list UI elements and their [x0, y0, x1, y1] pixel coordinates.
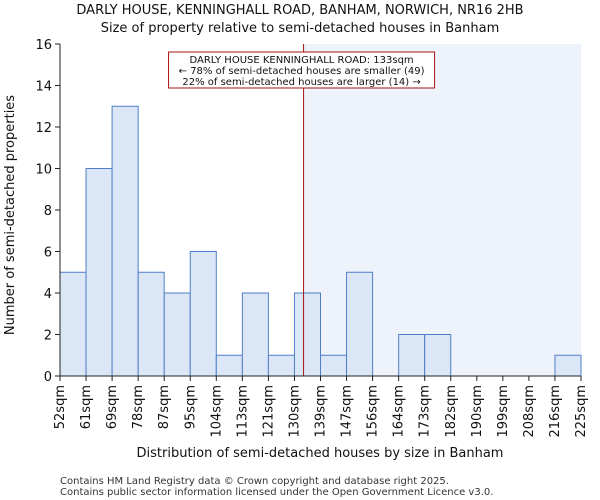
x-tick-label: 147sqm — [340, 385, 355, 438]
x-tick-label: 95sqm — [183, 385, 198, 429]
x-tick-label: 199sqm — [496, 385, 511, 438]
x-tick-label: 130sqm — [287, 385, 302, 438]
bar-69sqm — [111, 105, 139, 377]
bar-113sqm — [241, 292, 269, 377]
bar-52sqm — [59, 271, 87, 377]
x-tick-label: 182sqm — [444, 385, 459, 438]
marker-annotation: DARLY HOUSE KENNINGHALL ROAD: 133sqm ← 7… — [168, 51, 436, 89]
x-tick-label: 61sqm — [79, 385, 94, 429]
x-axis-label: Distribution of semi-detached houses by … — [137, 446, 504, 461]
annotation-box — [168, 51, 436, 89]
y-tick-label: 12 — [35, 121, 52, 136]
x-tick-label: 69sqm — [105, 385, 120, 429]
bar-173sqm — [424, 334, 452, 377]
y-tick-label: 0 — [44, 370, 52, 385]
annotation-line-3: 22% of semi-detached houses are larger (… — [182, 77, 420, 88]
bar-130sqm — [293, 292, 322, 377]
x-tick-label: 216sqm — [548, 385, 563, 438]
y-tick-label: 16 — [35, 38, 52, 53]
bar-139sqm — [320, 354, 348, 377]
x-tick-label: 208sqm — [522, 385, 537, 438]
x-tick-label: 139sqm — [314, 385, 329, 438]
chart-subtitle: Size of property relative to semi-detach… — [101, 21, 500, 36]
x-tick-label: 121sqm — [261, 385, 276, 438]
x-tick-label: 78sqm — [131, 385, 146, 429]
x-tick-label: 156sqm — [366, 385, 381, 438]
x-tick-label: 225sqm — [574, 385, 589, 438]
y-axis-label: Number of semi-detached properties — [3, 95, 18, 335]
x-tick-label: 52sqm — [53, 385, 68, 429]
x-tick-label: 87sqm — [157, 385, 172, 429]
bar-121sqm — [267, 354, 295, 377]
bar-164sqm — [398, 334, 426, 377]
bar-95sqm — [189, 251, 217, 377]
y-tick-label: 2 — [44, 329, 52, 344]
bar-104sqm — [215, 354, 243, 377]
bar-216sqm — [554, 354, 582, 377]
annotation-line-1: DARLY HOUSE KENNINGHALL ROAD: 133sqm — [189, 55, 413, 66]
bar-78sqm — [137, 271, 165, 377]
larger-houses-region — [303, 44, 581, 376]
annotation-line-2: ← 78% of semi-detached houses are smalle… — [179, 66, 425, 77]
x-tick-label: 190sqm — [470, 385, 485, 438]
x-tick-label: 113sqm — [235, 385, 250, 438]
footer-line-1: Contains HM Land Registry data © Crown c… — [60, 476, 449, 487]
y-tick-label: 4 — [44, 287, 52, 302]
footer-line-2: Contains public sector information licen… — [60, 487, 493, 498]
y-tick-label: 10 — [35, 163, 52, 178]
x-tick-label: 173sqm — [418, 385, 433, 438]
x-tick-label: 104sqm — [209, 385, 224, 438]
bar-147sqm — [346, 271, 374, 377]
bar-61sqm — [85, 168, 113, 377]
x-tick-label: 164sqm — [392, 385, 407, 438]
y-tick-label: 14 — [35, 80, 52, 95]
y-tick-label: 6 — [44, 246, 52, 261]
bar-87sqm — [163, 292, 191, 377]
y-tick-label: 8 — [44, 204, 52, 219]
chart-title: DARLY HOUSE, KENNINGHALL ROAD, BANHAM, N… — [76, 3, 523, 18]
